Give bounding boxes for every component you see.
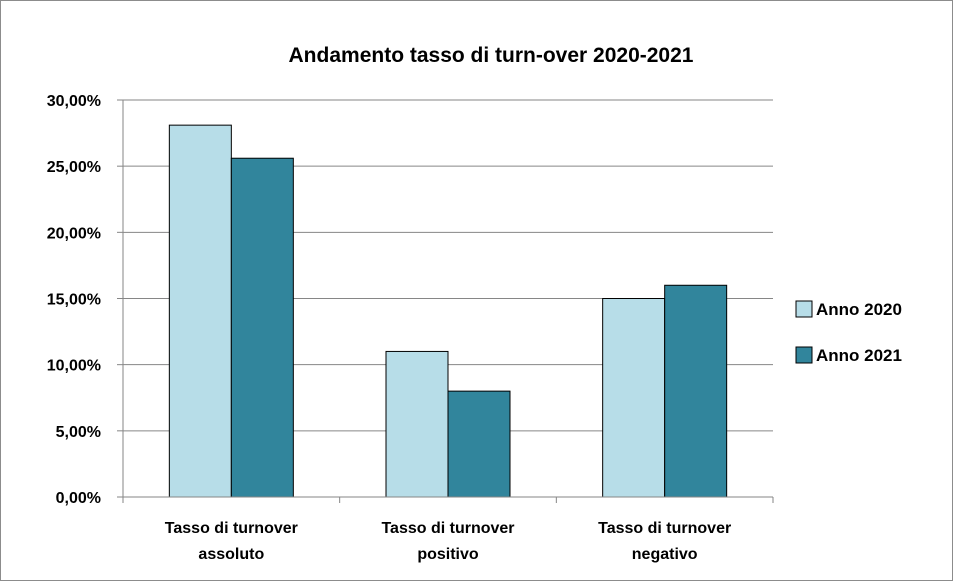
chart-title: Andamento tasso di turn-over 2020-2021 bbox=[289, 44, 694, 67]
legend-label: Anno 2020 bbox=[816, 300, 902, 319]
x-category-label: Tasso di turnover positivo bbox=[381, 520, 514, 563]
y-tick-label: 10,00% bbox=[47, 358, 101, 375]
legend-swatch bbox=[795, 300, 813, 318]
bar bbox=[447, 390, 511, 498]
bar bbox=[230, 157, 294, 498]
y-tick-label: 20,00% bbox=[47, 225, 101, 242]
y-tick-label: 15,00% bbox=[47, 292, 101, 309]
y-axis-ticks: 0,00% 5,00% 10,00% 15,00% 20,00% 25,00% 30,00% bbox=[47, 93, 123, 507]
bar bbox=[168, 124, 232, 498]
axes bbox=[122, 100, 774, 503]
bar bbox=[664, 284, 728, 498]
legend-label: Anno 2021 bbox=[816, 346, 902, 365]
x-category-label: Tasso di turnover assoluto bbox=[165, 520, 298, 563]
y-tick-label: 25,00% bbox=[47, 159, 101, 176]
legend-swatch bbox=[795, 346, 813, 364]
x-category-label: Tasso di turnover negativo bbox=[598, 520, 731, 563]
legend: Anno 2020 Anno 2021 bbox=[795, 300, 902, 365]
y-tick-label: 30,00% bbox=[47, 93, 101, 110]
y-tick-label: 0,00% bbox=[56, 490, 101, 507]
bar bbox=[602, 298, 666, 498]
bar bbox=[385, 350, 449, 498]
y-tick-label: 5,00% bbox=[56, 424, 101, 441]
bars bbox=[168, 124, 728, 498]
x-axis-categories: Tasso di turnover assoluto Tasso di turnov… bbox=[165, 520, 731, 563]
